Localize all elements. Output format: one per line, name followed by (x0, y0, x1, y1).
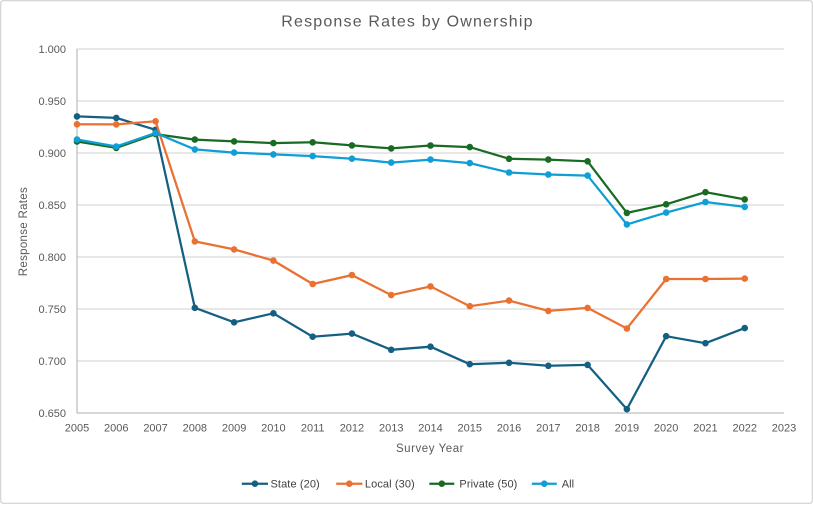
svg-text:0.750: 0.750 (38, 304, 66, 316)
svg-text:2012: 2012 (340, 423, 364, 435)
svg-text:State (20): State (20) (271, 478, 320, 490)
svg-text:0.900: 0.900 (38, 148, 66, 160)
svg-text:0.850: 0.850 (38, 200, 66, 212)
svg-text:Local (30): Local (30) (365, 478, 415, 490)
svg-text:Private (50): Private (50) (459, 478, 517, 490)
svg-text:2014: 2014 (418, 423, 442, 435)
svg-text:2023: 2023 (772, 423, 796, 435)
svg-text:2016: 2016 (497, 423, 521, 435)
svg-text:Survey Year: Survey Year (396, 443, 464, 455)
svg-text:2009: 2009 (222, 423, 246, 435)
svg-text:Response Rates: Response Rates (18, 187, 30, 276)
svg-text:2019: 2019 (615, 423, 639, 435)
svg-text:2005: 2005 (65, 423, 89, 435)
svg-text:2018: 2018 (575, 423, 599, 435)
svg-text:2017: 2017 (536, 423, 560, 435)
svg-text:2020: 2020 (654, 423, 678, 435)
svg-text:2022: 2022 (732, 423, 756, 435)
svg-text:0.800: 0.800 (38, 252, 66, 264)
svg-text:2011: 2011 (301, 423, 325, 435)
svg-text:2013: 2013 (379, 423, 403, 435)
svg-text:2008: 2008 (183, 423, 207, 435)
svg-text:2006: 2006 (104, 423, 128, 435)
svg-text:0.950: 0.950 (38, 96, 66, 108)
svg-text:0.700: 0.700 (38, 356, 66, 368)
svg-text:Response Rates by Ownership: Response Rates by Ownership (281, 14, 533, 31)
svg-text:2007: 2007 (143, 423, 167, 435)
svg-text:0.650: 0.650 (38, 408, 66, 420)
svg-text:2010: 2010 (261, 423, 285, 435)
svg-text:2021: 2021 (693, 423, 717, 435)
svg-text:2015: 2015 (458, 423, 482, 435)
svg-text:1.000: 1.000 (38, 44, 66, 56)
svg-text:All: All (562, 478, 575, 490)
